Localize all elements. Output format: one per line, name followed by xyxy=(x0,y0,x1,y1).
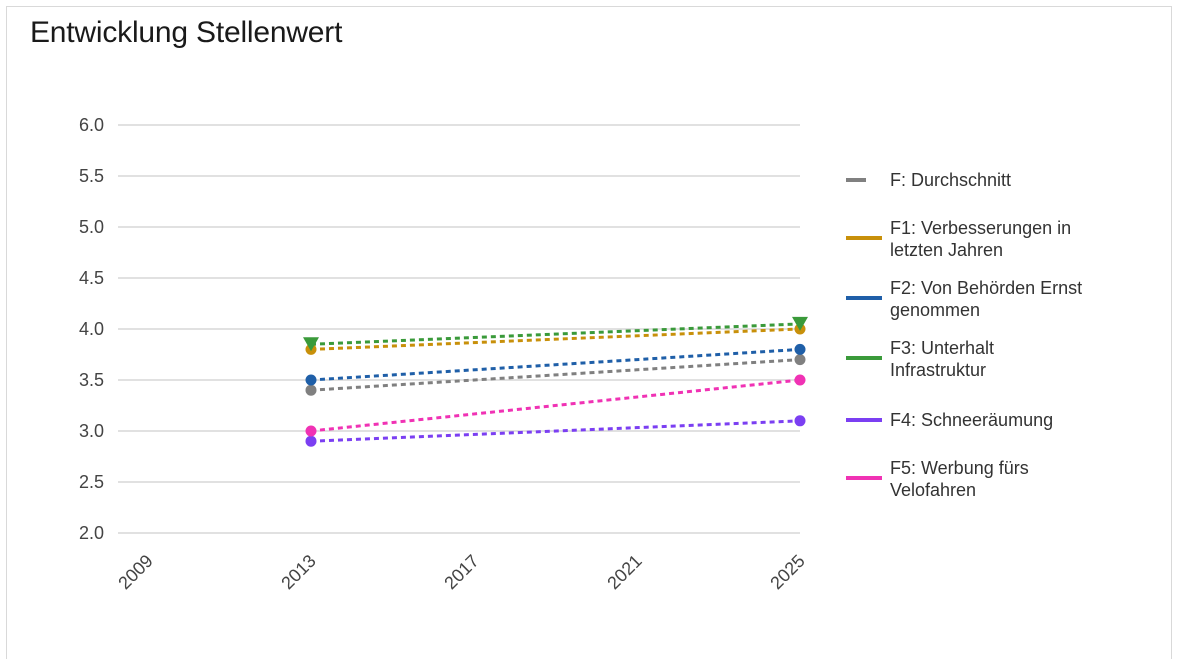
y-tick-label: 6.0 xyxy=(79,115,104,135)
x-axis-ticks: 2009 2013 2017 2021 2025 xyxy=(114,551,808,593)
chart-frame xyxy=(6,6,1172,659)
data-point xyxy=(305,425,317,437)
series-line xyxy=(310,327,801,351)
legend-label: F: Durchschnitt xyxy=(890,170,1011,190)
legend-label: letzten Jahren xyxy=(890,240,1003,260)
legend-label: Infrastruktur xyxy=(890,360,986,380)
legend-label: F5: Werbung fürs xyxy=(890,458,1029,478)
series-line xyxy=(310,322,801,346)
x-tick-label: 2013 xyxy=(277,551,319,593)
y-axis-ticks: 6.0 5.5 5.0 4.5 4.0 3.5 3.0 2.5 2.0 xyxy=(79,115,104,543)
x-tick-label: 2009 xyxy=(114,551,156,593)
legend-label: F2: Von Behörden Ernst xyxy=(890,278,1082,298)
data-point xyxy=(794,343,806,355)
series-line xyxy=(310,358,801,392)
y-tick-label: 4.0 xyxy=(79,319,104,339)
legend-label: F4: Schneeräumung xyxy=(890,410,1053,430)
legend-label: genommen xyxy=(890,300,980,320)
x-tick-label: 2025 xyxy=(766,551,808,593)
data-point xyxy=(305,435,317,447)
data-point xyxy=(794,374,806,386)
y-tick-label: 3.5 xyxy=(79,370,104,390)
series-line xyxy=(310,419,801,443)
x-tick-label: 2017 xyxy=(440,551,482,593)
legend-label: Velofahren xyxy=(890,480,976,500)
x-tick-label: 2021 xyxy=(603,551,645,593)
y-tick-label: 4.5 xyxy=(79,268,104,288)
y-tick-label: 3.0 xyxy=(79,421,104,441)
data-point xyxy=(794,354,806,366)
series-lines xyxy=(310,322,801,443)
series-line xyxy=(310,378,801,433)
data-point xyxy=(305,384,317,396)
data-point xyxy=(305,374,317,386)
data-point xyxy=(792,316,808,331)
y-tick-label: 5.0 xyxy=(79,217,104,237)
series-line xyxy=(310,347,801,382)
data-point xyxy=(303,337,319,352)
data-point xyxy=(794,415,806,427)
legend-label: F3: Unterhalt xyxy=(890,338,994,358)
chart-title: Entwicklung Stellenwert xyxy=(30,16,343,49)
y-tick-label: 2.5 xyxy=(79,472,104,492)
series-markers xyxy=(303,316,808,447)
y-tick-label: 2.0 xyxy=(79,523,104,543)
legend: F: Durchschnitt F1: Verbesserungen inletz… xyxy=(846,170,1082,500)
legend-label: F1: Verbesserungen in xyxy=(890,218,1071,238)
y-tick-label: 5.5 xyxy=(79,166,104,186)
